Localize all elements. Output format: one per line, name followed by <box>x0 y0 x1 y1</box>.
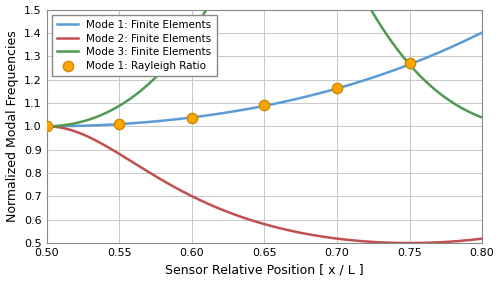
Mode 2: Finite Elements: (0.75, 0.5): Finite Elements: (0.75, 0.5) <box>406 241 412 245</box>
Mode 2: Finite Elements: (0.662, 0.561): Finite Elements: (0.662, 0.561) <box>280 227 285 230</box>
Mode 3: Finite Elements: (0.5, 1): Finite Elements: (0.5, 1) <box>44 125 50 128</box>
Mode 1: Finite Elements: (0.662, 1.1): Finite Elements: (0.662, 1.1) <box>280 100 285 104</box>
Mode 2: Finite Elements: (0.5, 1): Finite Elements: (0.5, 1) <box>44 125 50 128</box>
Mode 2: Finite Elements: (0.8, 0.519): Finite Elements: (0.8, 0.519) <box>479 237 485 240</box>
Mode 2: Finite Elements: (0.793, 0.514): Finite Elements: (0.793, 0.514) <box>470 238 476 241</box>
Mode 3: Finite Elements: (0.793, 1.05): Finite Elements: (0.793, 1.05) <box>470 112 476 115</box>
X-axis label: Sensor Relative Position [ x / L ]: Sensor Relative Position [ x / L ] <box>165 263 364 276</box>
Mode 2: Finite Elements: (0.746, 0.5): Finite Elements: (0.746, 0.5) <box>400 241 406 245</box>
Mode 1: Finite Elements: (0.746, 1.26): Finite Elements: (0.746, 1.26) <box>400 65 406 69</box>
Mode 1: Finite Elements: (0.679, 1.13): Finite Elements: (0.679, 1.13) <box>303 95 309 98</box>
Mode 3: Finite Elements: (0.746, 1.29): Finite Elements: (0.746, 1.29) <box>402 57 407 60</box>
Mode 1: Finite Elements: (0.793, 1.38): Finite Elements: (0.793, 1.38) <box>468 36 474 39</box>
Mode 1: Rayleigh Ratio: (0.7, 1.17): Rayleigh Ratio: (0.7, 1.17) <box>333 85 341 90</box>
Mode 1: Rayleigh Ratio: (0.55, 1.01): Rayleigh Ratio: (0.55, 1.01) <box>116 122 124 126</box>
Mode 1: Finite Elements: (0.644, 1.08): Finite Elements: (0.644, 1.08) <box>253 106 259 109</box>
Mode 2: Finite Elements: (0.642, 0.595): Finite Elements: (0.642, 0.595) <box>250 219 256 222</box>
Line: Mode 3: Finite Elements: Mode 3: Finite Elements <box>46 0 482 126</box>
Mode 3: Finite Elements: (0.8, 1.04): Finite Elements: (0.8, 1.04) <box>479 116 485 119</box>
Mode 1: Rayleigh Ratio: (0.5, 1): Rayleigh Ratio: (0.5, 1) <box>42 124 50 129</box>
Mode 1: Rayleigh Ratio: (0.6, 1.03): Rayleigh Ratio: (0.6, 1.03) <box>188 116 196 120</box>
Mode 1: Finite Elements: (0.5, 1): Finite Elements: (0.5, 1) <box>44 125 50 128</box>
Mode 1: Rayleigh Ratio: (0.65, 1.09): Rayleigh Ratio: (0.65, 1.09) <box>260 103 268 107</box>
Y-axis label: Normalized Modal Frequencies: Normalized Modal Frequencies <box>6 30 18 222</box>
Mode 1: Finite Elements: (0.642, 1.08): Finite Elements: (0.642, 1.08) <box>250 106 256 110</box>
Line: Mode 2: Finite Elements: Mode 2: Finite Elements <box>46 126 482 243</box>
Mode 2: Finite Elements: (0.679, 0.54): Finite Elements: (0.679, 0.54) <box>303 232 309 235</box>
Mode 1: Rayleigh Ratio: (0.75, 1.27): Rayleigh Ratio: (0.75, 1.27) <box>406 61 413 65</box>
Mode 1: Finite Elements: (0.8, 1.4): Finite Elements: (0.8, 1.4) <box>479 31 485 34</box>
Mode 2: Finite Elements: (0.644, 0.591): Finite Elements: (0.644, 0.591) <box>253 220 259 223</box>
Line: Mode 1: Finite Elements: Mode 1: Finite Elements <box>46 32 482 126</box>
Legend: Mode 1: Finite Elements, Mode 2: Finite Elements, Mode 3: Finite Elements, Mode : Mode 1: Finite Elements, Mode 2: Finite … <box>52 15 216 76</box>
